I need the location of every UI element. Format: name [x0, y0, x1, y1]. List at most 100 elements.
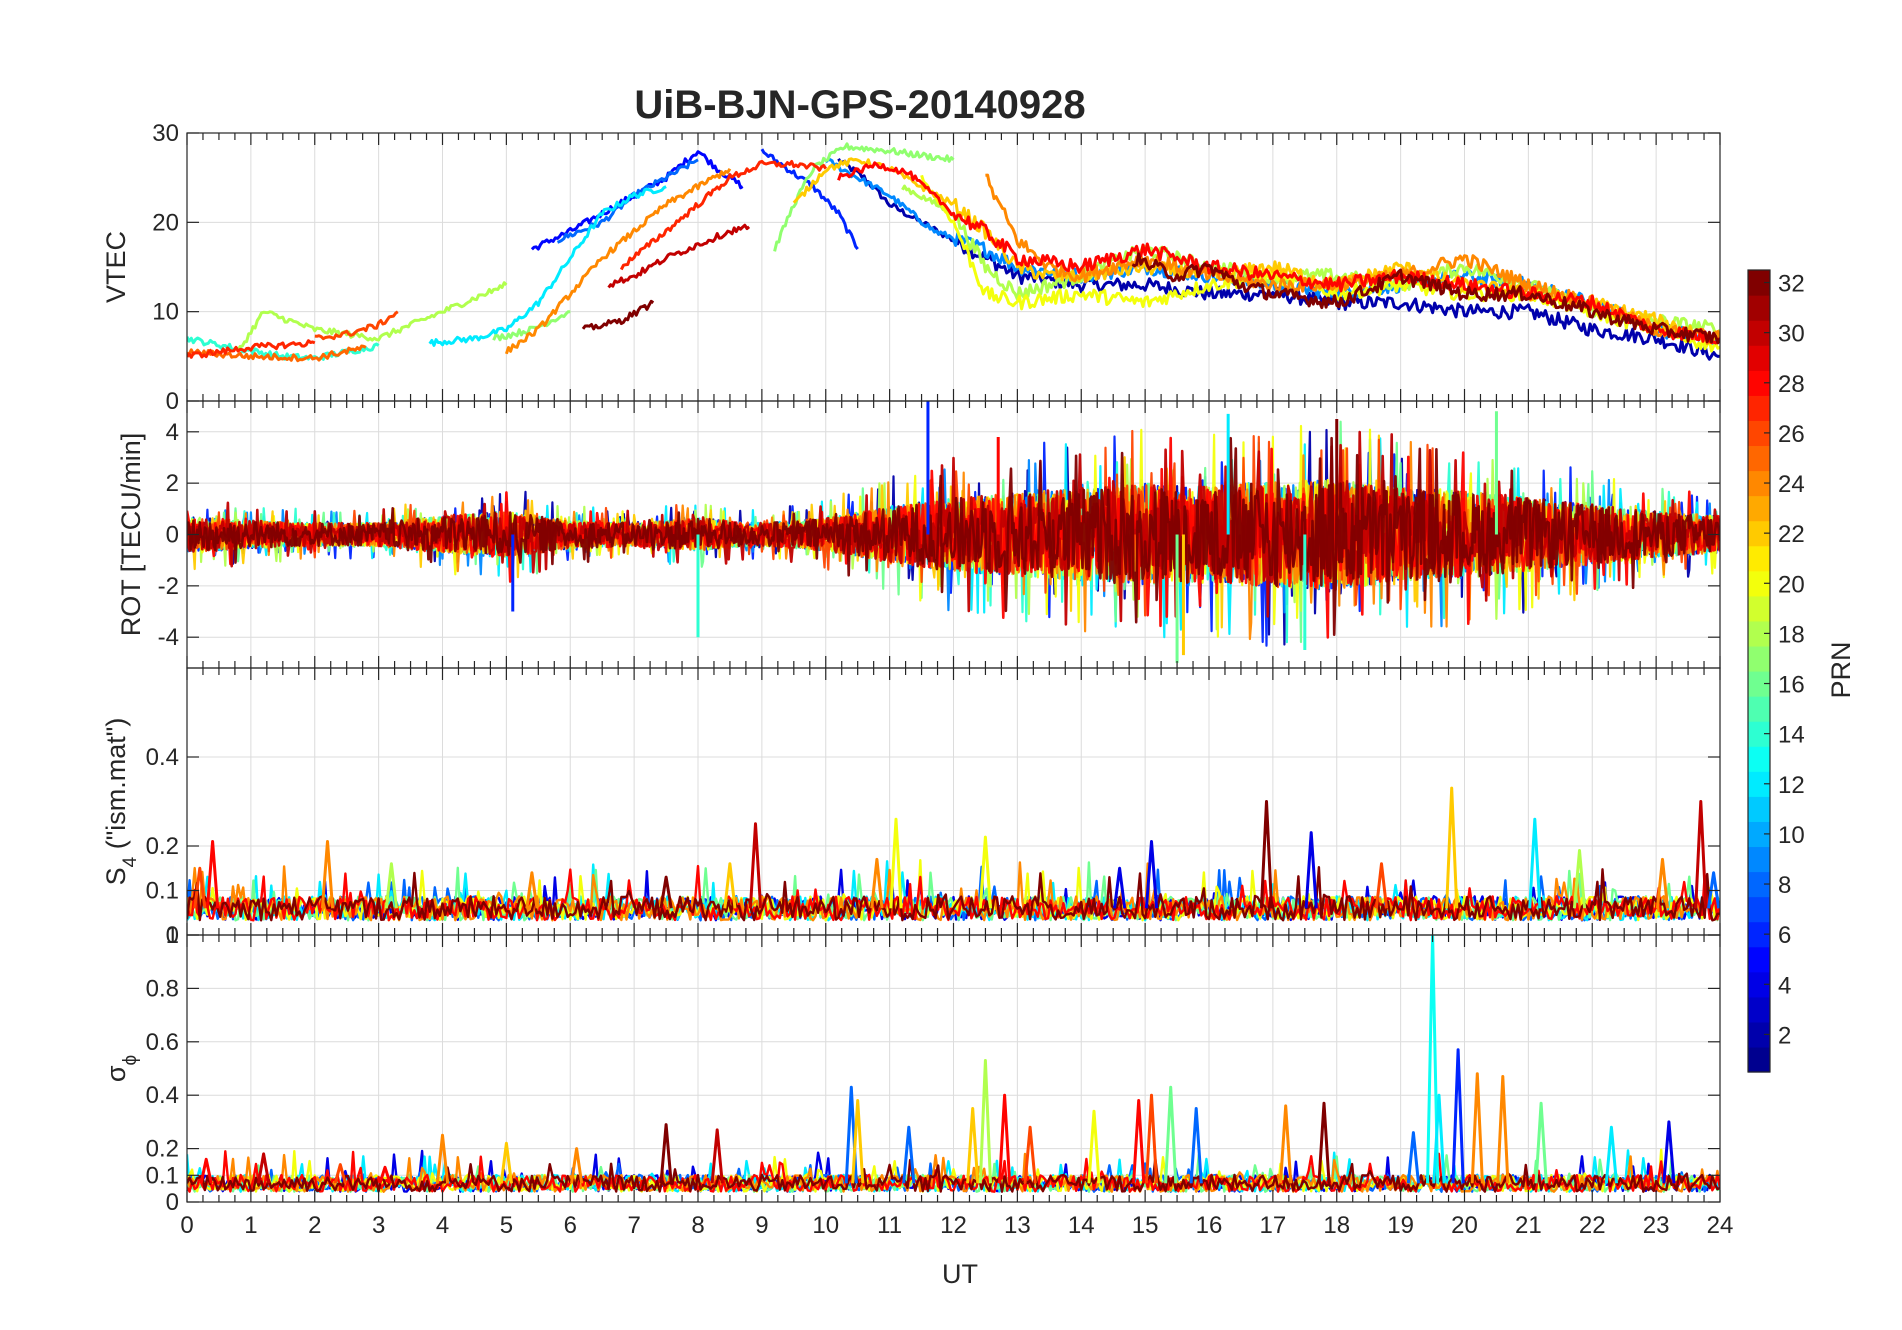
colorbar-tick-label: 12	[1778, 772, 1805, 799]
vtec-line-prn-27	[187, 339, 316, 359]
colorbar-tick-label: 8	[1778, 872, 1791, 899]
panel-vtec: 0 10 20 30 VTEC	[101, 120, 1721, 415]
s4-spike	[723, 862, 737, 909]
sigma_phi-spike	[1189, 1107, 1203, 1184]
colorbar-swatch	[1748, 395, 1770, 421]
vtec-line-prn-17	[492, 310, 571, 342]
colorbar-swatch	[1748, 946, 1770, 973]
x-tick-label: 21	[1515, 1212, 1542, 1239]
x-tick-labels: 0 1 2 3 4 5 6 7 8 9 10 11 12 13 14 15 16 17 18 19 20 21 22 23 24	[180, 1212, 1733, 1239]
vtec-line-prn-18	[236, 281, 508, 352]
x-tick-label: 14	[1068, 1212, 1095, 1239]
panel-rot: -4 -2 0 2 4 ROT [TECU/min]	[116, 400, 1721, 669]
s4-spike	[1259, 800, 1274, 909]
x-tick-label: 7	[627, 1212, 640, 1239]
x-tick-label: 2	[308, 1212, 321, 1239]
sigma_phi-spike	[1662, 1120, 1676, 1184]
y-tick-label-s4: 0	[166, 922, 179, 949]
colorbar-tick-label: 26	[1778, 421, 1805, 448]
y-axis-label-sigma_phi: σϕ	[101, 1055, 141, 1082]
sigma_phi-spike	[1451, 1048, 1465, 1184]
colorbar-swatch	[1748, 520, 1770, 547]
s4-spike	[978, 835, 992, 909]
sigma_phi-spike	[978, 1059, 992, 1184]
colorbar-swatch	[1748, 971, 1770, 998]
y-tick-label-sigma_phi: 0.1	[146, 1162, 179, 1189]
vtec-line-prn-26	[314, 310, 399, 341]
colorbar-swatch	[1748, 1046, 1770, 1073]
x-tick-label: 9	[755, 1212, 768, 1239]
s4-spike	[320, 840, 335, 909]
sigma_phi-spike	[1279, 1104, 1293, 1184]
series-vtec	[187, 142, 1720, 363]
sigma_phi-spike	[966, 1107, 980, 1184]
colorbar-swatch	[1748, 570, 1770, 597]
s4-line-prn-20	[187, 859, 1720, 922]
vtec-line-prn-32	[581, 299, 655, 331]
sigma_phi-spike	[710, 1128, 724, 1184]
x-tick-label: 17	[1260, 1212, 1287, 1239]
s4-spike	[1445, 786, 1459, 909]
colorbar-swatch	[1748, 1021, 1770, 1048]
sigma_phi-spike	[1132, 1099, 1146, 1184]
colorbar-swatch	[1748, 420, 1770, 447]
sigma_phi-spike	[435, 1133, 450, 1184]
y-tick-label-sigma_phi: 0.6	[146, 1029, 179, 1056]
colorbar-swatch	[1748, 746, 1770, 772]
sigma_phi-spike	[1317, 1101, 1331, 1184]
sigma_phi-spike	[1144, 1093, 1159, 1184]
colorbar-tick-label: 14	[1778, 722, 1805, 749]
sigma_phi-spike	[1496, 1075, 1510, 1184]
vtec-line-prn-32	[1131, 252, 1720, 345]
s4-spike	[889, 817, 903, 909]
y-tick-label-rot: -2	[158, 573, 179, 600]
colorbar-swatch	[1748, 620, 1770, 647]
colorbar-tick-label: 20	[1778, 571, 1805, 598]
sigma_phi-spike	[570, 1147, 584, 1184]
vtec-line-prn-12	[428, 185, 667, 347]
x-tick-label: 5	[500, 1212, 513, 1239]
sigma_phi-spike	[333, 1163, 347, 1184]
rot-line-prn-28	[187, 436, 1720, 639]
colorbar-swatch	[1748, 645, 1770, 672]
sigma_phi-spike	[257, 1152, 271, 1184]
sigma_phi-spike	[1087, 1109, 1101, 1184]
colorbar-swatch	[1748, 270, 1770, 296]
x-tick-label: 11	[877, 1212, 902, 1239]
colorbar-swatch	[1748, 370, 1770, 396]
colorbar-label: PRN	[1826, 641, 1856, 698]
sigma_phi-spike	[378, 1165, 392, 1184]
sigma_phi-spike	[1426, 935, 1440, 1184]
s4-spike	[1694, 800, 1708, 909]
y-tick-label-s4: 0.4	[146, 744, 179, 771]
colorbar-tick-label: 6	[1778, 922, 1791, 949]
x-tick-label: 18	[1323, 1212, 1350, 1239]
y-tick-label-sigma_phi: 0.4	[146, 1082, 179, 1109]
colorbar-swatch	[1748, 846, 1770, 873]
x-tick-label: 4	[436, 1212, 449, 1239]
y-tick-label-vtec: 20	[152, 209, 179, 236]
y-tick-label-vtec: 30	[152, 120, 179, 147]
vtec-line-prn-27	[619, 159, 828, 271]
s4-spike	[1113, 866, 1127, 909]
x-tick-label: 24	[1707, 1212, 1734, 1239]
colorbar-tick-label: 30	[1778, 321, 1805, 348]
sigma_phi-spike	[1470, 1072, 1484, 1184]
y-tick-label-sigma_phi: 0	[166, 1189, 179, 1216]
sigma_phi-spike	[499, 1141, 513, 1184]
y-tick-label-sigma_phi: 0.2	[146, 1136, 179, 1163]
x-tick-label: 23	[1643, 1212, 1670, 1239]
sigma_phi-spike	[659, 1123, 673, 1184]
sigma_phi-spike	[1023, 1125, 1037, 1184]
s4-spike	[1572, 849, 1587, 909]
y-tick-label-sigma_phi: 1	[166, 922, 179, 949]
s4-spike	[748, 822, 763, 909]
series-rot	[187, 401, 1720, 663]
y-tick-label-vtec: 0	[166, 388, 179, 415]
ticks-sigma_phi	[186, 934, 1721, 1203]
s4-spike	[1374, 862, 1389, 909]
colorbar-tick-label: 4	[1778, 972, 1791, 999]
s4-line-prn-32	[187, 866, 1720, 922]
colorbar-swatch	[1748, 345, 1770, 371]
